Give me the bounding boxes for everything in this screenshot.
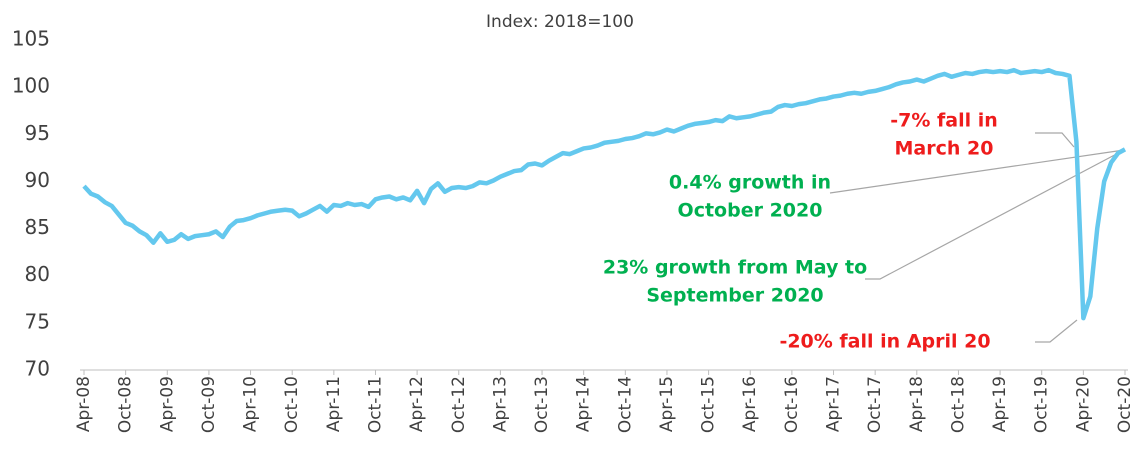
x-tick-label: Oct-19: [1032, 376, 1052, 433]
chart-subtitle: Index: 2018=100: [486, 12, 634, 32]
y-tick-label: 105: [12, 27, 50, 51]
x-tick-label: Oct-10: [282, 376, 302, 433]
annotation: -7% fall in: [890, 110, 998, 132]
y-tick-label: 95: [25, 121, 50, 145]
x-tick-label: Oct-20: [1115, 376, 1135, 433]
x-tick-label: Apr-12: [407, 376, 427, 432]
x-tick-label: Apr-15: [657, 376, 677, 432]
x-tick-label: Apr-17: [824, 376, 844, 432]
x-tick-label: Apr-19: [990, 376, 1010, 432]
x-tick-label: Oct-17: [865, 376, 885, 433]
x-tick-label: Oct-16: [782, 376, 802, 433]
y-tick-label: 80: [25, 262, 50, 286]
annotation: March 20: [895, 138, 994, 160]
x-tick-label: Apr-16: [740, 376, 760, 432]
leader-line: [1035, 319, 1078, 343]
annotation: October 2020: [678, 200, 823, 222]
x-tick-label: Apr-14: [574, 376, 594, 432]
annotation: 0.4% growth in: [669, 172, 831, 194]
x-tick-label: Apr-11: [324, 376, 344, 432]
data-line: [82, 67, 1127, 321]
y-tick-label: 100: [12, 74, 50, 98]
x-tick-label: Oct-13: [532, 376, 552, 433]
annotation: September 2020: [646, 285, 823, 307]
x-tick-label: Oct-18: [948, 376, 968, 433]
y-tick-label: 85: [25, 215, 50, 239]
x-tick-label: Apr-08: [74, 376, 94, 432]
annotation: 23% growth from May to: [603, 257, 867, 279]
leader-line: [865, 149, 1125, 280]
x-tick-label: Oct-09: [199, 376, 219, 433]
x-tick-label: Apr-20: [1073, 376, 1093, 432]
x-tick-label: Oct-08: [116, 376, 136, 433]
leader-line: [1035, 132, 1075, 148]
x-tick-label: Apr-09: [157, 376, 177, 432]
x-tick-label: Apr-10: [241, 376, 261, 432]
x-tick-label: Oct-11: [365, 376, 385, 433]
y-tick-label: 90: [25, 168, 50, 192]
y-tick-label: 70: [25, 357, 50, 381]
y-tick-label: 75: [25, 309, 50, 333]
x-tick-label: Apr-18: [907, 376, 927, 432]
x-tick-label: Apr-13: [490, 376, 510, 432]
annotation: -20% fall in April 20: [779, 331, 990, 353]
x-tick-label: Oct-15: [699, 376, 719, 433]
x-tick-label: Oct-14: [615, 376, 635, 433]
x-tick-label: Oct-12: [449, 376, 469, 433]
